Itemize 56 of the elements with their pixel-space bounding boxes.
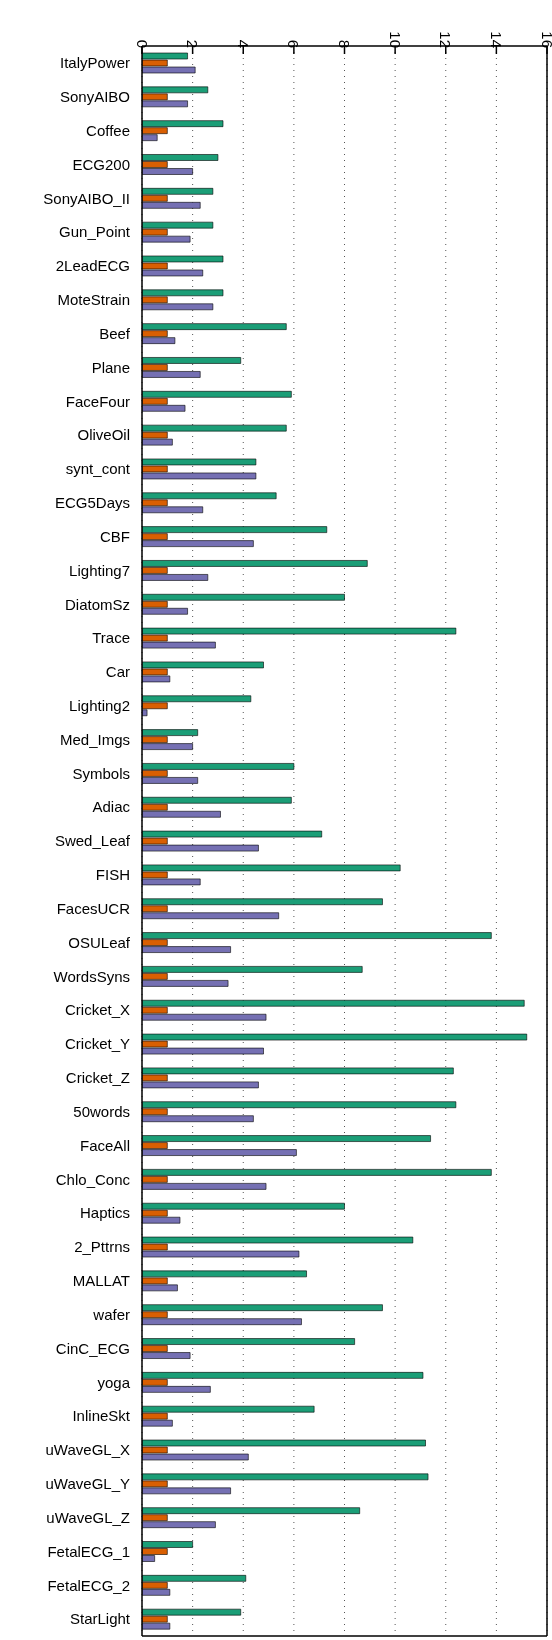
y-tick-label: FetalECG_1 (47, 1542, 130, 1560)
y-tick-label: SonyAIBO (59, 88, 130, 106)
y-tick-label: StarLight (69, 1610, 131, 1628)
y-tick-label: Cricket_Z (65, 1069, 130, 1087)
y-tick-label: 2_Pttrns (74, 1238, 130, 1256)
y-tick-label: Haptics (79, 1204, 130, 1222)
y-tick-label: Trace (92, 629, 130, 647)
y-tick-label: InlineSkt (72, 1407, 131, 1425)
y-tick-label: uWaveGL_Y (45, 1475, 130, 1493)
x-tick-label: 2 (184, 39, 202, 48)
y-tick-label: DiatomSz (64, 595, 130, 613)
y-tick-label: Swed_Leaf (54, 832, 131, 850)
y-tick-label: CinC_ECG (55, 1339, 130, 1357)
y-tick-label: Lighting7 (69, 561, 130, 579)
y-tick-label: Plane (91, 358, 130, 376)
y-tick-label: FISH (95, 866, 130, 884)
y-tick-label: Chlo_Conc (55, 1170, 131, 1188)
y-tick-label: uWaveGL_X (45, 1441, 130, 1459)
y-tick-label: FetalECG_2 (47, 1576, 130, 1594)
y-tick-label: Med_Imgs (59, 730, 130, 748)
y-tick-label: FaceFour (65, 392, 130, 410)
y-tick-label: MoteStrain (57, 291, 130, 309)
y-tick-label: FacesUCR (56, 899, 131, 917)
y-tick-label: synt_cont (65, 460, 131, 478)
x-tick-label: 0 (133, 39, 151, 48)
x-tick-label: 10 (386, 31, 404, 48)
x-tick-label: 4 (234, 39, 252, 48)
y-tick-label: 2LeadECG (55, 257, 130, 275)
y-tick-label: yoga (97, 1373, 131, 1391)
y-tick-label: SonyAIBO_II (43, 189, 130, 207)
y-tick-label: wafer (92, 1305, 130, 1323)
y-tick-label: OliveOil (77, 426, 130, 444)
y-tick-label: MALLAT (72, 1272, 130, 1290)
y-tick-label: 50words (73, 1102, 130, 1120)
y-tick-label: Cricket_Y (64, 1035, 130, 1053)
y-tick-label: uWaveGL_Z (46, 1508, 130, 1526)
y-tick-label: ECG5Days (54, 494, 130, 512)
y-tick-label: Cricket_X (64, 1001, 130, 1019)
y-tick-label: ItalyPower (59, 54, 130, 72)
y-tick-label: CBF (100, 527, 130, 545)
y-tick-label: Coffee (86, 121, 130, 139)
y-tick-label: Adiac (92, 798, 131, 816)
x-tick-label: 6 (285, 39, 303, 48)
y-tick-label: FaceAll (79, 1136, 130, 1154)
y-tick-label: WordsSyns (53, 967, 130, 985)
y-tick-label: ECG200 (72, 155, 130, 173)
y-tick-label: Gun_Point (59, 223, 131, 241)
y-tick-label: Lighting2 (69, 697, 130, 715)
x-tick-label: 16 (538, 31, 552, 48)
y-tick-label: OSULeaf (68, 933, 131, 951)
y-tick-label: Beef (99, 324, 131, 342)
x-tick-label: 8 (336, 39, 353, 48)
y-tick-label: Car (105, 663, 130, 681)
x-tick-label: 12 (437, 31, 455, 48)
y-tick-label: Symbols (72, 764, 130, 782)
x-tick-label: 14 (487, 31, 505, 48)
